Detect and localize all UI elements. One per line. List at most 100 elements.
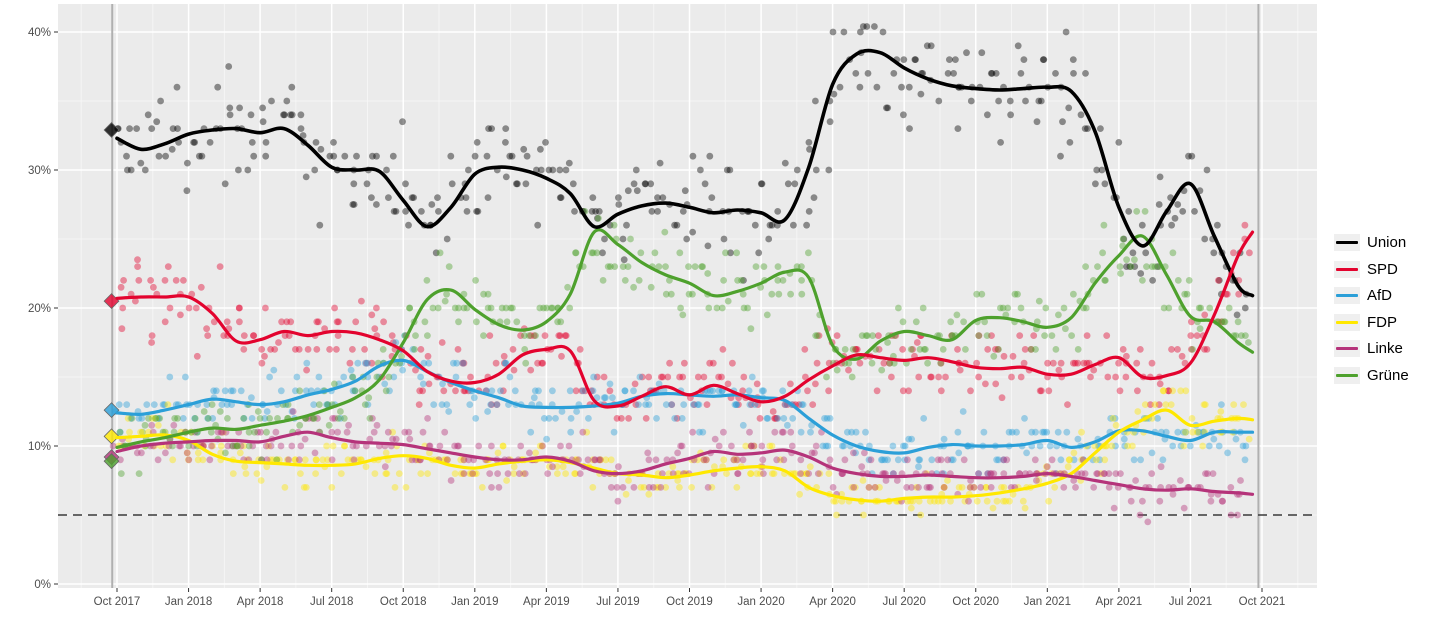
poll-dot: [417, 346, 425, 353]
poll-dot: [620, 256, 628, 264]
poll-dot: [134, 263, 142, 270]
poll-dot: [825, 470, 833, 477]
poll-dot: [1040, 428, 1048, 436]
poll-dot: [329, 442, 337, 450]
poll-dot: [445, 263, 453, 270]
poll-dot: [787, 428, 795, 436]
poll-dot: [1083, 359, 1091, 367]
poll-dot: [517, 442, 525, 450]
poll-dot: [962, 346, 969, 353]
poll-dot: [637, 249, 645, 257]
poll-dot: [730, 456, 738, 464]
poll-dot: [473, 318, 480, 326]
poll-dot: [937, 387, 945, 395]
poll-dot: [989, 504, 997, 512]
poll-dot: [1134, 408, 1142, 415]
poll-dot: [334, 428, 341, 436]
poll-dot: [1131, 256, 1138, 264]
poll-dot: [1217, 408, 1225, 415]
poll-dot: [333, 318, 341, 326]
poll-dot: [141, 421, 149, 429]
x-axis-tick-label: Oct 2017: [94, 596, 141, 608]
poll-dot: [1043, 428, 1051, 436]
poll-dot: [746, 428, 753, 436]
poll-dot: [905, 435, 913, 443]
poll-dot: [430, 401, 438, 408]
poll-dot: [543, 304, 550, 312]
poll-dot: [706, 152, 714, 160]
poll-dot: [631, 380, 639, 388]
poll-dot: [676, 373, 683, 381]
poll-dot: [1077, 111, 1085, 119]
poll-dot: [813, 332, 821, 339]
poll-dot: [940, 484, 948, 491]
poll-dot: [970, 484, 978, 491]
poll-dot: [323, 442, 330, 450]
poll-dot: [488, 125, 495, 132]
poll-dot: [488, 387, 496, 395]
poll-dot: [157, 97, 165, 105]
poll-dot: [898, 83, 905, 91]
poll-dot: [630, 387, 637, 395]
poll-dot: [1122, 373, 1130, 381]
poll-dot: [1049, 359, 1057, 367]
poll-dot: [998, 484, 1005, 491]
poll-dot: [613, 415, 621, 422]
poll-dot: [543, 435, 550, 443]
poll-dot: [1101, 456, 1109, 464]
poll-dot: [117, 470, 125, 477]
y-axis-tick-label: 40%: [28, 27, 51, 39]
poll-dot: [823, 373, 830, 381]
poll-dot: [1059, 118, 1066, 126]
poll-dot: [210, 387, 218, 395]
poll-dot: [248, 394, 255, 402]
poll-dot: [287, 318, 295, 326]
poll-dot: [1082, 70, 1089, 77]
poll-dot: [487, 401, 495, 408]
poll-dot: [1171, 214, 1179, 222]
poll-dot: [348, 456, 356, 464]
poll-dot: [1162, 428, 1170, 436]
poll-dot: [1082, 304, 1090, 312]
poll-dot: [493, 401, 501, 408]
poll-dot: [1185, 277, 1193, 284]
poll-dot: [511, 387, 519, 395]
poll-dot: [1177, 442, 1185, 450]
poll-dot: [135, 415, 143, 422]
poll-dot: [1031, 456, 1039, 464]
poll-dot: [666, 277, 673, 284]
poll-dot: [237, 442, 245, 450]
poll-dot: [460, 456, 467, 464]
poll-dot: [321, 325, 328, 333]
poll-dot: [486, 470, 494, 477]
poll-dot: [812, 166, 820, 174]
poll-dot: [773, 456, 781, 464]
poll-dot: [805, 249, 812, 257]
poll-dot: [680, 401, 688, 408]
poll-dot: [992, 380, 1000, 388]
poll-dot: [852, 346, 860, 353]
poll-dot: [697, 166, 704, 174]
poll-dot: [442, 456, 450, 464]
poll-dot: [912, 318, 920, 326]
poll-dot: [148, 415, 156, 422]
poll-dot: [1109, 415, 1117, 422]
poll-dot: [137, 428, 145, 436]
poll-dot: [447, 477, 455, 484]
poll-dot: [263, 463, 271, 471]
poll-dot: [508, 152, 516, 160]
poll-dot: [875, 346, 883, 353]
poll-dot: [247, 111, 255, 119]
poll-dot: [1094, 470, 1102, 477]
poll-dot: [567, 428, 575, 436]
poll-dot: [291, 456, 299, 464]
poll-dot: [937, 359, 945, 367]
poll-dot: [851, 484, 859, 491]
poll-dot: [679, 373, 687, 381]
poll-dot: [901, 456, 909, 464]
poll-dot: [302, 387, 310, 395]
poll-dot: [438, 339, 446, 346]
poll-dot: [1112, 373, 1119, 381]
poll-dot: [210, 318, 218, 326]
poll-dot: [562, 166, 570, 174]
